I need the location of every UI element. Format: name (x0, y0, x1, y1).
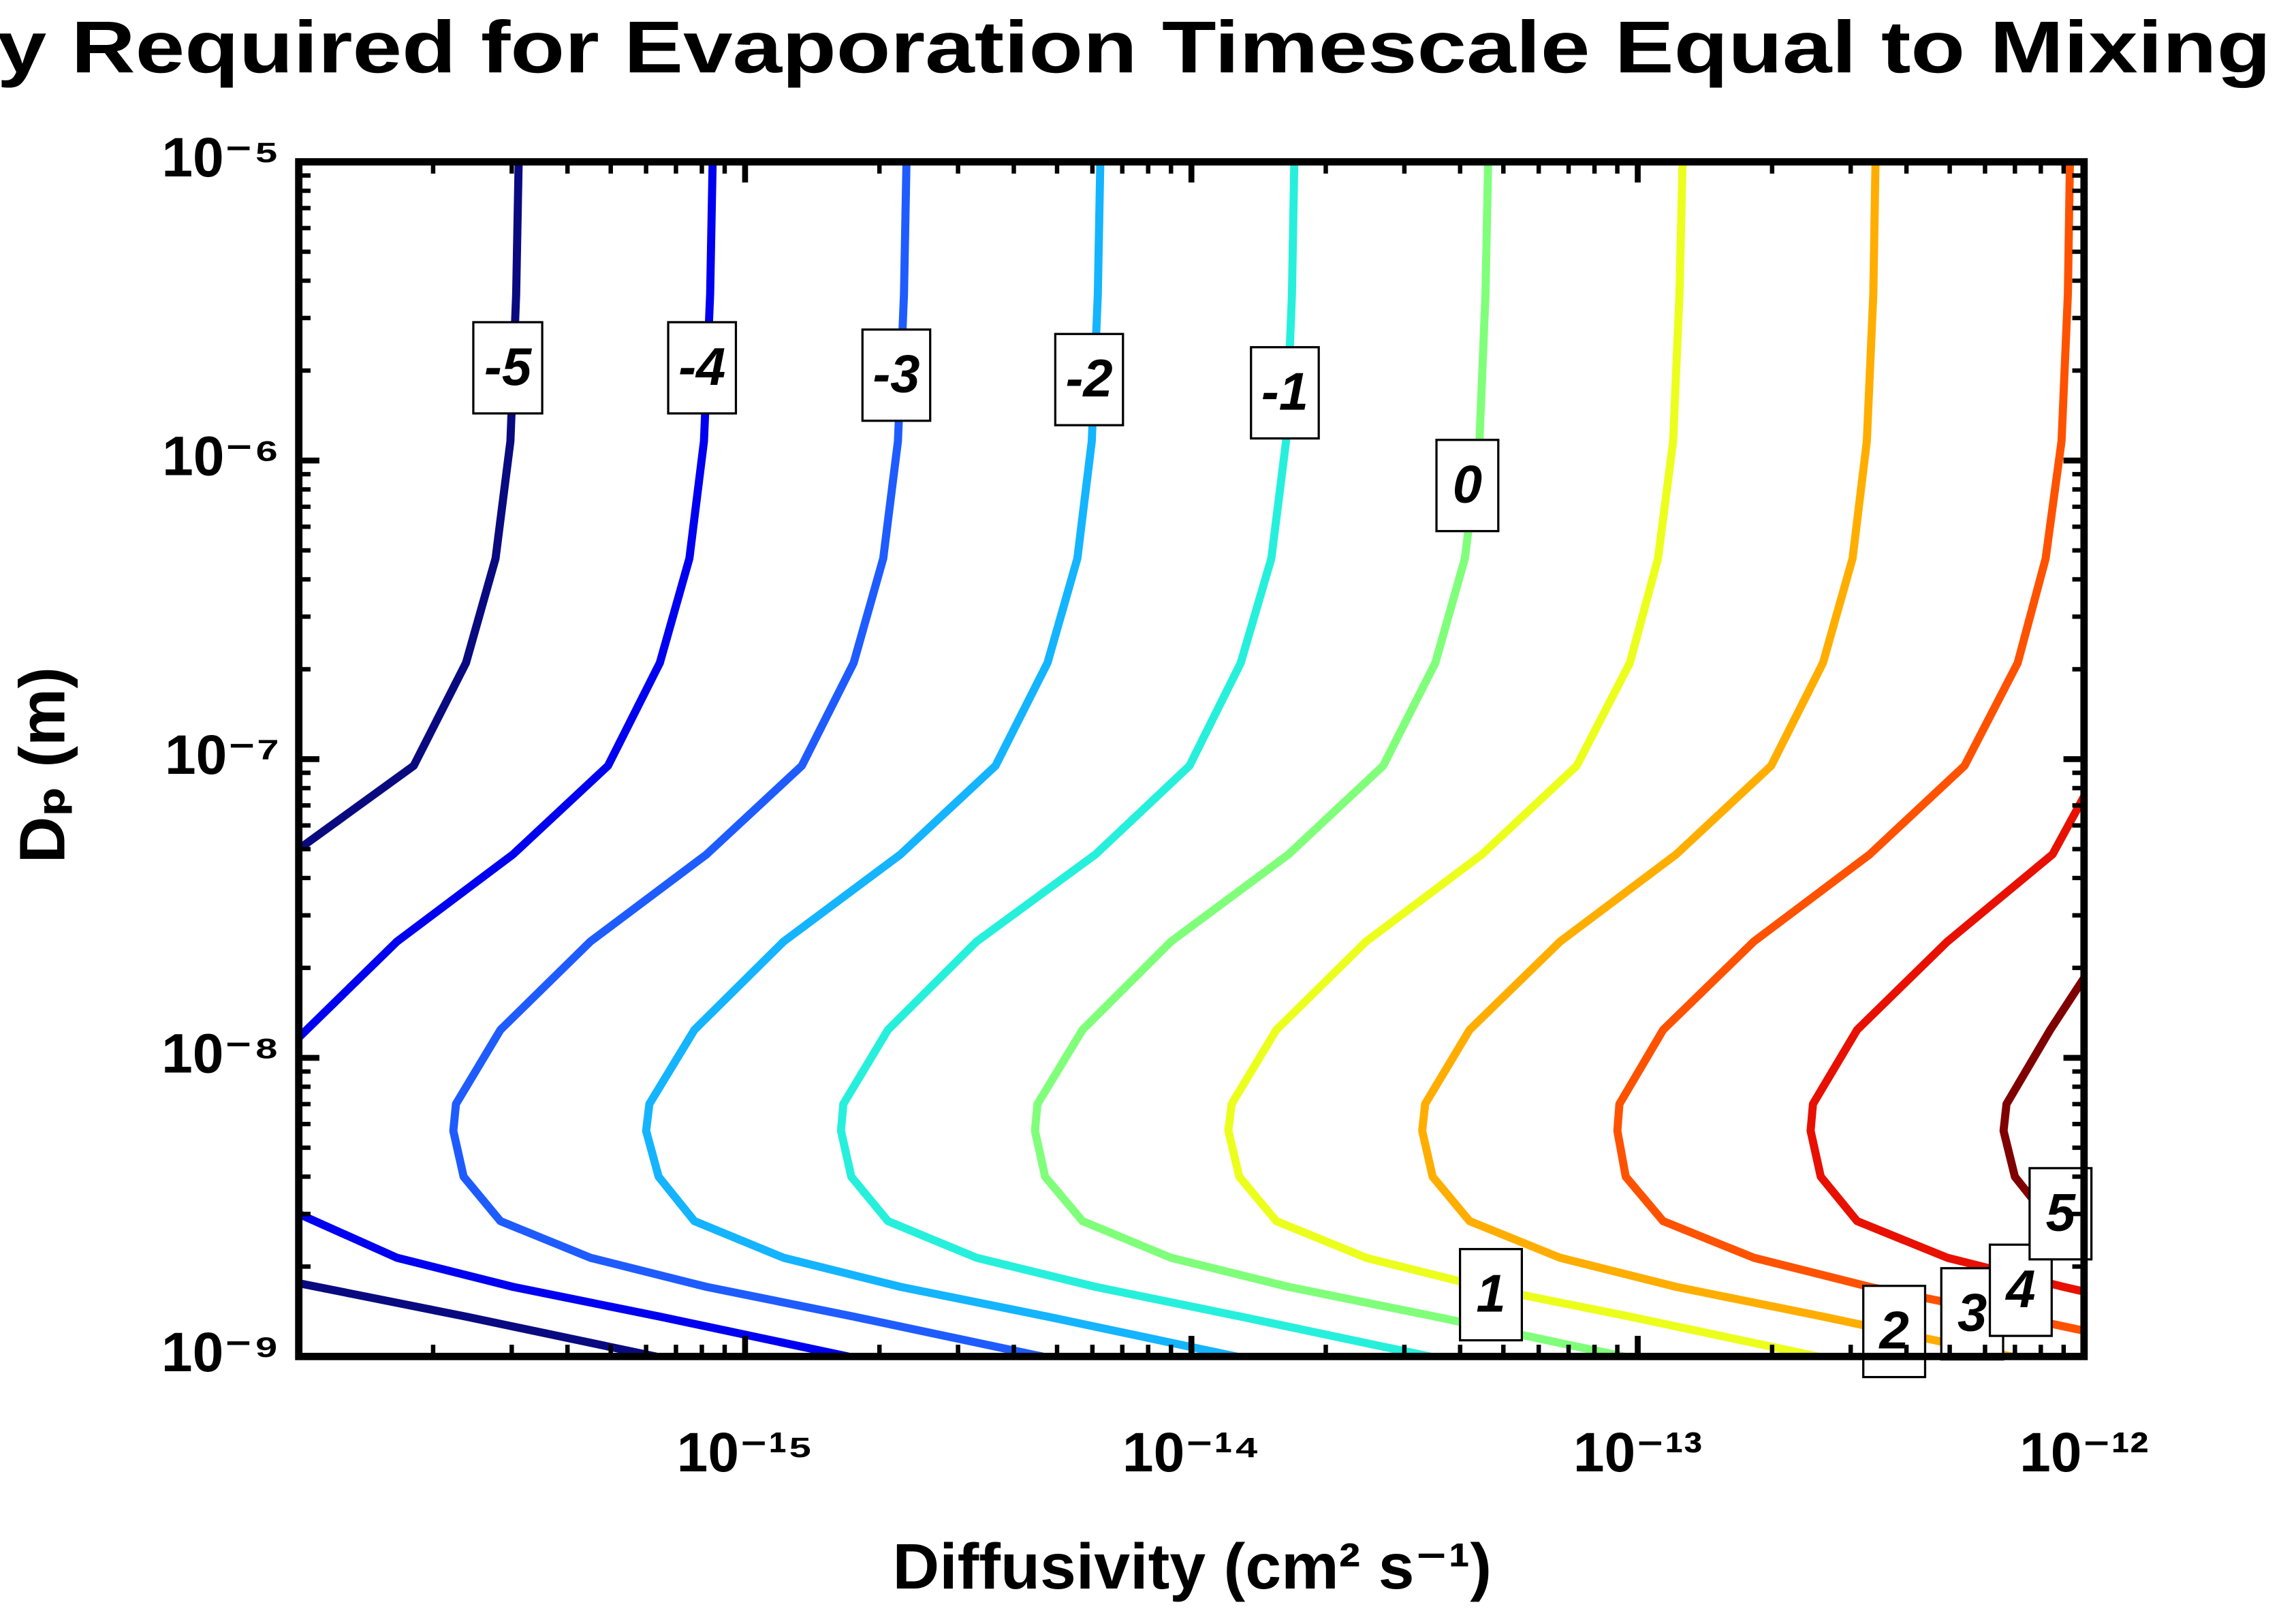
contour-label-text: 2 (1878, 1302, 1908, 1360)
contour-lines (298, 161, 2084, 1357)
contour-label-box (861, 328, 932, 422)
y-axis-label: Dₚ (m) (6, 667, 78, 863)
contour-line (298, 161, 852, 1357)
contour-label-box (1458, 1248, 1523, 1342)
contour-label-box (1862, 1285, 1927, 1379)
contour-label-text: -3 (872, 345, 919, 404)
contour-label: -5 (472, 321, 544, 415)
contour-label-box (472, 321, 544, 415)
x-tick-label: 10⁻¹³ (1573, 1422, 1702, 1484)
y-tick-label: 10⁻⁹ (161, 1321, 280, 1383)
x-tick-label: 10⁻¹⁴ (1122, 1422, 1261, 1484)
contour-line (836, 161, 1434, 1357)
contour-label-text: 4 (2004, 1260, 2035, 1319)
contour-label-text: 5 (2046, 1184, 2077, 1242)
y-tick-label: 10⁻⁵ (161, 127, 279, 189)
contour-label-text: -1 (1261, 363, 1308, 422)
chart-title: y Required for Evaporation Timescale Equ… (0, 5, 2271, 88)
contour-label: -3 (861, 328, 932, 422)
contour-label-text: -4 (678, 338, 725, 396)
contour-label-text: -5 (484, 338, 533, 396)
contour-label-box (1435, 439, 1500, 533)
contour-line (642, 161, 1240, 1357)
contour-label-text: 0 (1453, 456, 1482, 514)
y-tick-label: 10⁻⁸ (161, 1023, 279, 1085)
contour-label-text: 3 (1957, 1284, 1987, 1343)
contour-label-text: 1 (1476, 1265, 1505, 1324)
contour-label: 2 (1862, 1285, 1927, 1379)
contour-label: 1 (1458, 1248, 1523, 1342)
y-tick-label: 10⁻⁶ (162, 426, 279, 488)
x-axis-label: Diffusivity (cm² s⁻¹) (893, 1531, 1492, 1603)
x-tick-label: 10⁻¹² (2019, 1422, 2148, 1484)
contour-label-text: -2 (1065, 349, 1112, 408)
y-tick-label: 10⁻⁷ (165, 724, 280, 786)
contour-label-box (667, 321, 738, 415)
contour-line (1613, 161, 2084, 1335)
contour-line (449, 161, 1047, 1357)
contour-label: -4 (667, 321, 738, 415)
axes: 10⁻¹⁵ 10⁻¹⁴ 10⁻¹³ 10⁻¹² 10⁻⁹ 10⁻⁸ 10⁻⁷ 10⁻⁶ 10⁻⁵ (161, 127, 2149, 1484)
contour-label: 0 (1435, 439, 1500, 533)
contour-label: -2 (1054, 332, 1125, 426)
contour-line (298, 161, 660, 1357)
contour-label-box (1250, 346, 1320, 440)
x-tick-label: 10⁻¹⁵ (677, 1422, 814, 1484)
contour-line (1224, 161, 1822, 1357)
contour-label-box (1054, 332, 1125, 426)
contour-label: -1 (1250, 346, 1320, 440)
contour-line (1418, 161, 2016, 1357)
